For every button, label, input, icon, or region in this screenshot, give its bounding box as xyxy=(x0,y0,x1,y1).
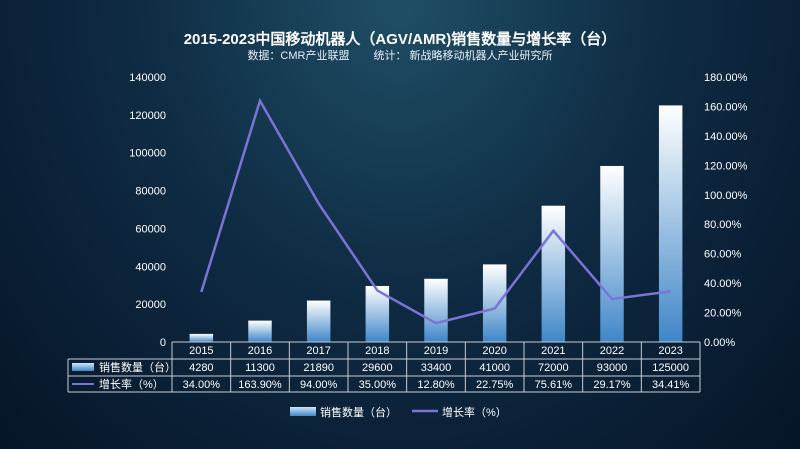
y-right-tick-label: 120.00% xyxy=(704,160,748,172)
bar-2019 xyxy=(424,278,448,342)
y-left-tick-label: 140000 xyxy=(129,72,166,84)
chart-subtitle: 数据：CMR产业联盟 统计： 新战略移动机器人产业研究所 xyxy=(0,47,800,63)
table-value: 22.75% xyxy=(476,379,514,391)
category-label: 2017 xyxy=(306,345,330,357)
table-bar-key xyxy=(72,363,94,371)
table-value: 125000 xyxy=(652,362,689,374)
bar-2016 xyxy=(248,320,272,342)
bar-2018 xyxy=(365,285,390,342)
y-left-tick-label: 100000 xyxy=(129,148,166,160)
bar-2020 xyxy=(482,264,507,342)
table-value: 72000 xyxy=(538,362,569,374)
table-value: 34.00% xyxy=(183,379,221,391)
table-value: 21890 xyxy=(303,362,334,374)
y-right-tick-label: 0.00% xyxy=(704,337,735,349)
stat-note: 统计： 新战略移动机器人产业研究所 xyxy=(373,50,553,62)
table-series-name: 销售数量（台） xyxy=(99,360,176,374)
category-label: 2023 xyxy=(658,345,682,357)
table-value: 41000 xyxy=(479,362,510,374)
y-left-tick-label: 40000 xyxy=(135,261,166,273)
y-right-tick-label: 20.00% xyxy=(704,308,742,320)
table-value: 94.00% xyxy=(300,379,338,391)
y-right-tick-label: 80.00% xyxy=(704,219,742,231)
table-value: 75.61% xyxy=(535,379,573,391)
y-right-tick-label: 180.00% xyxy=(704,72,748,84)
table-value: 29600 xyxy=(362,362,393,374)
category-label: 2022 xyxy=(600,345,624,357)
category-label: 2019 xyxy=(424,345,448,357)
table-value: 4280 xyxy=(189,362,213,374)
legend-bar-label: 销售数量（台） xyxy=(320,405,397,419)
table-value: 93000 xyxy=(597,362,628,374)
table-value: 163.90% xyxy=(238,379,282,391)
bar-2022 xyxy=(600,165,624,342)
source-note: 数据：CMR产业联盟 xyxy=(247,50,350,62)
table-value: 12.80% xyxy=(417,379,455,391)
table-value: 34.41% xyxy=(652,379,690,391)
y-left-tick-label: 0 xyxy=(160,337,166,349)
y-left-tick-label: 80000 xyxy=(135,186,166,198)
y-left-tick-label: 120000 xyxy=(129,110,166,122)
y-left-tick-label: 20000 xyxy=(135,299,166,311)
y-right-tick-label: 60.00% xyxy=(704,249,742,261)
table-value: 11300 xyxy=(245,362,275,374)
y-right-tick-label: 160.00% xyxy=(704,101,748,113)
y-right-tick-label: 40.00% xyxy=(704,278,742,290)
y-right-tick-label: 140.00% xyxy=(704,131,748,143)
y-left-tick-label: 60000 xyxy=(135,223,166,235)
category-label: 2018 xyxy=(365,345,389,357)
legend-bar-key xyxy=(290,407,316,416)
category-label: 2020 xyxy=(482,345,506,357)
table-value: 35.00% xyxy=(359,379,397,391)
table-value: 33400 xyxy=(421,362,452,374)
legend-line-label: 增长率（%） xyxy=(442,405,507,419)
category-label: 2021 xyxy=(541,345,565,357)
table-series-name: 增长率（%） xyxy=(99,377,164,391)
y-right-tick-label: 100.00% xyxy=(704,190,748,202)
category-label: 2016 xyxy=(248,345,272,357)
category-label: 2015 xyxy=(189,345,213,357)
bar-2021 xyxy=(541,205,566,342)
table-value: 29.17% xyxy=(593,379,631,391)
chart-title: 2015-2023中国移动机器人（AGV/AMR)销售数量与增长率（台） xyxy=(183,31,617,48)
bar-2015 xyxy=(189,333,214,342)
bar-2017 xyxy=(306,300,331,342)
bar-2023 xyxy=(658,105,683,343)
